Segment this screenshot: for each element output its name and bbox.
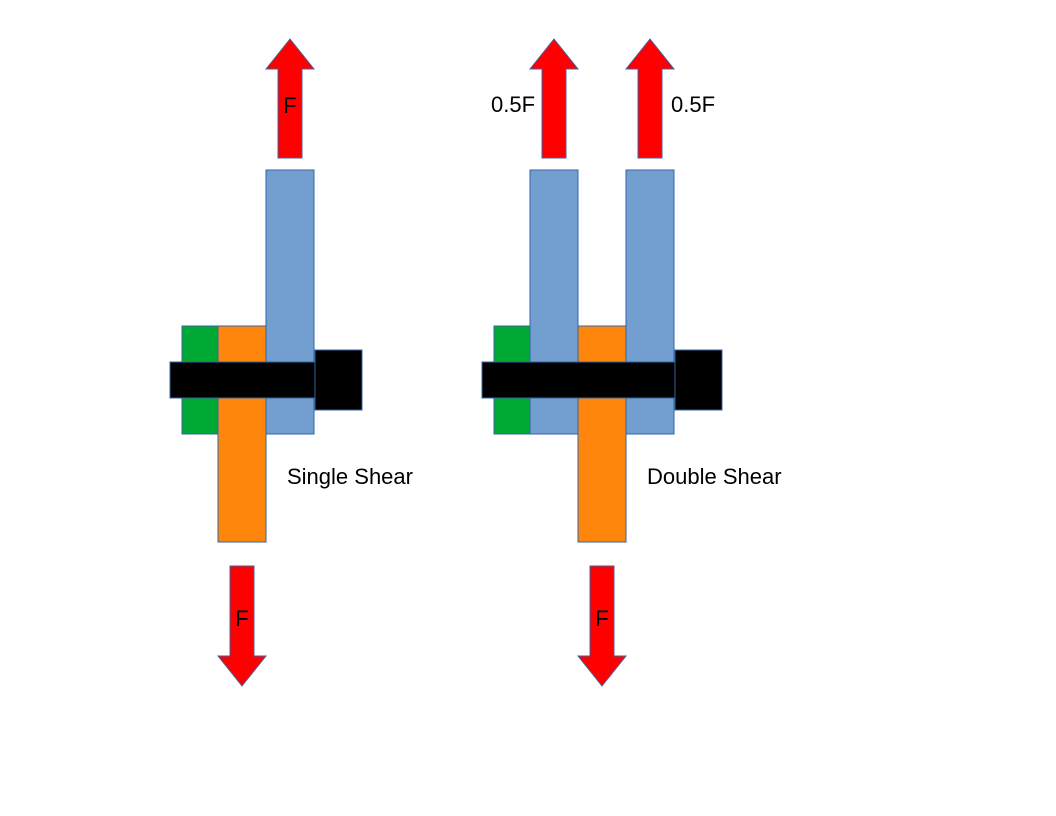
double-shear-top-left-force-label: 0.5F	[491, 92, 535, 117]
double-shear-title: Double Shear	[647, 464, 782, 489]
single-shear-bolt-shank	[169, 361, 317, 399]
single-shear-bottom-force-arrow	[216, 565, 268, 687]
double-shear-bolt-shank	[481, 361, 677, 399]
single-shear-bottom-force-label: F	[235, 606, 248, 631]
double-shear-orange-plate	[577, 325, 627, 543]
double-shear-top-right-force-arrow	[624, 38, 676, 159]
double-shear-bottom-force-arrow	[576, 565, 628, 687]
double-shear-top-left-force-arrow	[528, 38, 580, 159]
double-shear-bolt-head	[674, 349, 723, 411]
single-shear-orange-plate	[217, 325, 267, 543]
single-shear-top-force-label: F	[283, 93, 296, 118]
single-shear-title: Single Shear	[287, 464, 413, 489]
single-shear-assembly: F F Single Shear	[169, 38, 413, 687]
single-shear-top-force-arrow	[264, 38, 316, 159]
double-shear-assembly: 0.5F 0.5F F Double Shear	[481, 38, 782, 687]
double-shear-top-right-force-label: 0.5F	[671, 92, 715, 117]
double-shear-bottom-force-label: F	[595, 606, 608, 631]
single-shear-bolt-head	[314, 349, 363, 411]
